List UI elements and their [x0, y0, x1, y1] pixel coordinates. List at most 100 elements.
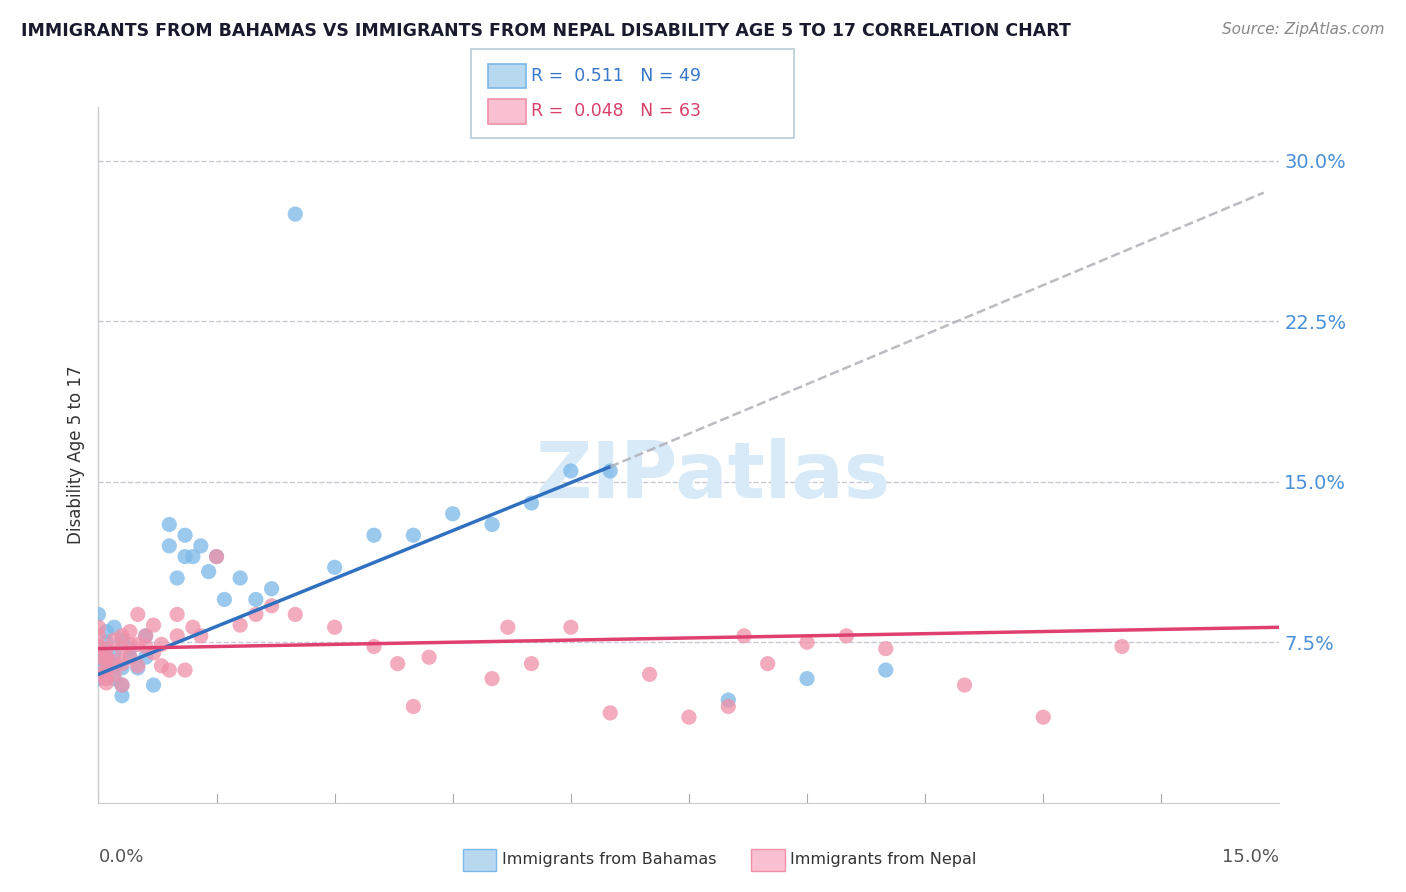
- Point: [96, 661, 118, 675]
- Point: [260, 582, 283, 596]
- Point: [96, 650, 118, 665]
- Point: [118, 650, 141, 665]
- Point: [205, 549, 228, 564]
- Point: [402, 528, 425, 542]
- Point: [481, 672, 503, 686]
- Point: [142, 618, 165, 632]
- Point: [190, 629, 212, 643]
- Point: [717, 699, 740, 714]
- Point: [1111, 640, 1133, 654]
- Point: [96, 676, 118, 690]
- Point: [733, 629, 755, 643]
- Point: [103, 672, 125, 686]
- Point: [96, 655, 118, 669]
- Point: [197, 565, 219, 579]
- Point: [796, 635, 818, 649]
- Point: [118, 624, 141, 639]
- Point: [166, 607, 188, 622]
- Y-axis label: Disability Age 5 to 17: Disability Age 5 to 17: [66, 366, 84, 544]
- Point: [496, 620, 519, 634]
- Point: [181, 620, 204, 634]
- Point: [323, 620, 346, 634]
- Point: [166, 571, 188, 585]
- Point: [181, 549, 204, 564]
- Text: 15.0%: 15.0%: [1222, 848, 1279, 866]
- Point: [1032, 710, 1054, 724]
- Point: [796, 672, 818, 686]
- Text: Immigrants from Nepal: Immigrants from Nepal: [790, 853, 977, 867]
- Point: [214, 592, 236, 607]
- Point: [103, 646, 125, 660]
- Point: [520, 657, 543, 671]
- Point: [481, 517, 503, 532]
- Text: R =  0.048   N = 63: R = 0.048 N = 63: [531, 103, 702, 120]
- Text: 0.0%: 0.0%: [98, 848, 143, 866]
- Point: [87, 650, 110, 665]
- Point: [174, 528, 197, 542]
- Point: [245, 592, 267, 607]
- Point: [96, 641, 118, 656]
- Point: [174, 549, 197, 564]
- Point: [87, 629, 110, 643]
- Point: [111, 678, 134, 692]
- Point: [87, 667, 110, 681]
- Point: [284, 207, 307, 221]
- Point: [127, 658, 149, 673]
- Text: IMMIGRANTS FROM BAHAMAS VS IMMIGRANTS FROM NEPAL DISABILITY AGE 5 TO 17 CORRELAT: IMMIGRANTS FROM BAHAMAS VS IMMIGRANTS FR…: [21, 22, 1071, 40]
- Point: [87, 672, 110, 686]
- Point: [387, 657, 409, 671]
- Point: [323, 560, 346, 574]
- Point: [96, 624, 118, 639]
- Point: [87, 641, 110, 656]
- Point: [441, 507, 464, 521]
- Point: [229, 618, 252, 632]
- Point: [245, 607, 267, 622]
- Point: [599, 464, 621, 478]
- Point: [157, 663, 180, 677]
- Point: [118, 641, 141, 656]
- Point: [756, 657, 779, 671]
- Point: [111, 678, 134, 692]
- Point: [87, 663, 110, 677]
- Point: [284, 607, 307, 622]
- Point: [599, 706, 621, 720]
- Point: [560, 464, 582, 478]
- Point: [560, 620, 582, 634]
- Point: [402, 699, 425, 714]
- Point: [835, 629, 858, 643]
- Point: [103, 658, 125, 673]
- Point: [103, 655, 125, 669]
- Point: [150, 658, 173, 673]
- Point: [875, 663, 897, 677]
- Point: [118, 637, 141, 651]
- Point: [96, 635, 118, 649]
- Point: [127, 661, 149, 675]
- Point: [87, 607, 110, 622]
- Point: [260, 599, 283, 613]
- Text: Source: ZipAtlas.com: Source: ZipAtlas.com: [1222, 22, 1385, 37]
- Point: [418, 650, 440, 665]
- Point: [142, 646, 165, 660]
- Point: [229, 571, 252, 585]
- Point: [953, 678, 976, 692]
- Point: [111, 657, 134, 671]
- Point: [166, 629, 188, 643]
- Point: [87, 650, 110, 665]
- Text: ZIPatlas: ZIPatlas: [536, 438, 890, 514]
- Point: [875, 641, 897, 656]
- Point: [111, 661, 134, 675]
- Point: [111, 689, 134, 703]
- Point: [118, 650, 141, 665]
- Point: [135, 640, 157, 654]
- Point: [135, 629, 157, 643]
- Point: [638, 667, 661, 681]
- Text: R =  0.511   N = 49: R = 0.511 N = 49: [531, 67, 702, 85]
- Point: [111, 633, 134, 648]
- Point: [103, 667, 125, 681]
- Point: [96, 650, 118, 665]
- Point: [127, 607, 149, 622]
- Point: [142, 678, 165, 692]
- Text: Immigrants from Bahamas: Immigrants from Bahamas: [502, 853, 717, 867]
- Point: [135, 629, 157, 643]
- Point: [363, 528, 385, 542]
